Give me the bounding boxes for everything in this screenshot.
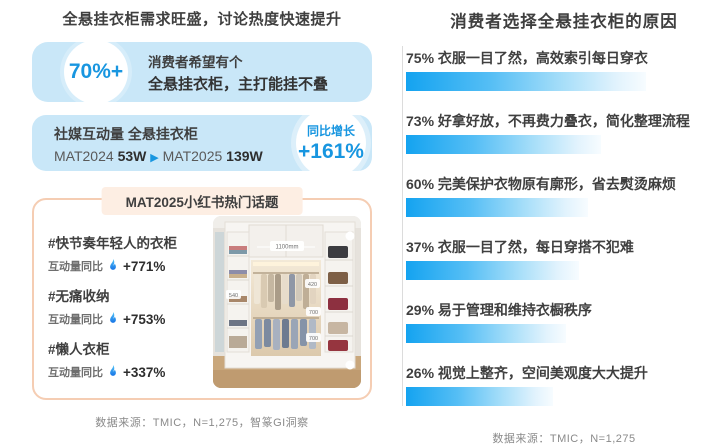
topic-metric: 互动量同比 +771%	[48, 258, 213, 274]
stat-value: 70%+	[68, 60, 124, 83]
stat-highlight-card: 70%+ 消费者希望有个 全悬挂衣柜，主打能挂不叠	[32, 40, 372, 104]
left-panel: 全悬挂衣柜需求旺盛，讨论热度快速提升 70%+ 消费者希望有个 全悬挂衣柜，主打…	[30, 8, 374, 430]
mat2-value: 139W	[226, 148, 263, 164]
right-panel: 消费者选择全悬挂衣柜的原因 75% 衣服一目了然，高效索引每日穿衣 73% 好拿…	[402, 8, 726, 444]
reason-bar-fill	[406, 135, 602, 154]
topics-header: MAT2025小红书热门话题	[101, 187, 303, 215]
bar-label: 73% 好拿好放，不再费力叠衣，简化整理流程	[406, 113, 690, 129]
photo-annotation: 420	[308, 282, 317, 288]
chart-row: 73% 好拿好放，不再费力叠衣，简化整理流程	[406, 111, 726, 154]
photo-annotation: 700	[309, 310, 318, 316]
social-volume-card: 社媒互动量 全悬挂衣柜 MAT2024 53W ▶ MAT2025 139W 同…	[32, 108, 372, 178]
flame-icon	[107, 258, 119, 274]
topic-tag: #快节奏年轻人的衣柜	[48, 236, 178, 251]
photo-annotation: 1100mm	[276, 245, 299, 251]
chart-row: 60% 完美保护衣物原有廓形，省去熨烫麻烦	[406, 174, 726, 217]
mat2-label: MAT2025	[162, 148, 223, 164]
reason-bar-fill	[406, 198, 589, 217]
topic-metric-label: 互动量同比	[48, 261, 103, 273]
yoy-growth-badge: 同比增长 +161%	[296, 108, 366, 178]
left-source: 数据来源：TMIC，N=1,275，智篆GI洞察	[95, 417, 309, 429]
flame-icon	[107, 311, 119, 327]
mat1-value: 53W	[117, 148, 147, 164]
reason-bar-fill	[406, 261, 579, 280]
reasons-bar-chart: 75% 衣服一目了然，高效索引每日穿衣 73% 好拿好放，不再费力叠衣，简化整理…	[402, 46, 726, 406]
bar-label: 37% 衣服一目了然，每日穿搭不犯难	[406, 239, 634, 255]
topic-item: #无痛收纳 互动量同比 +753%	[48, 285, 213, 327]
social-volume-label: 社媒互动量	[54, 126, 124, 142]
chart-row: 75% 衣服一目了然，高效索引每日穿衣	[406, 48, 726, 91]
chart-row: 26% 视觉上整齐，空间美观度大大提升	[406, 363, 726, 406]
topic-metric-label: 互动量同比	[48, 314, 103, 326]
topic-item: #快节奏年轻人的衣柜 互动量同比 +771%	[48, 232, 213, 274]
topic-metric: 互动量同比 +753%	[48, 311, 213, 327]
topic-tag: #无痛收纳	[48, 289, 110, 304]
bar-label: 29% 易于管理和维持衣橱秩序	[406, 302, 592, 318]
topic-tag: #懒人衣柜	[48, 342, 110, 357]
topics-list: #快节奏年轻人的衣柜 互动量同比 +771% #无痛收纳 互动量同比	[48, 216, 213, 390]
flame-icon	[107, 364, 119, 380]
yoy-growth-value: +161%	[298, 140, 364, 163]
right-title: 消费者选择全悬挂衣柜的原因	[450, 13, 678, 31]
bar-label: 75% 衣服一目了然，高效索引每日穿衣	[406, 50, 648, 66]
left-title: 全悬挂衣柜需求旺盛，讨论热度快速提升	[62, 11, 342, 28]
topic-metric-value: +337%	[123, 364, 166, 380]
xiaohongshu-topics-card: MAT2025小红书热门话题 #快节奏年轻人的衣柜 互动量同比 +771% #无…	[32, 187, 372, 400]
topic-metric-label: 互动量同比	[48, 367, 103, 379]
stat-line2: 全悬挂衣柜，主打能挂不叠	[148, 75, 329, 93]
bar-label: 26% 视觉上整齐，空间美观度大大提升	[406, 365, 648, 381]
topic-metric: 互动量同比 +337%	[48, 364, 213, 380]
topic-metric-value: +771%	[123, 258, 166, 274]
stat-line1: 消费者希望有个	[148, 54, 243, 70]
yoy-growth-label: 同比增长	[306, 124, 355, 138]
right-source: 数据来源：TMIC，N=1,275	[492, 433, 636, 444]
closet-photo: 1100mm 540 420 700 700	[213, 216, 361, 388]
bar-label: 60% 完美保护衣物原有廓形，省去熨烫麻烦	[406, 176, 676, 192]
photo-annotation: 700	[309, 336, 318, 342]
topic-item: #懒人衣柜 互动量同比 +337%	[48, 338, 213, 380]
photo-annotation: 540	[229, 293, 238, 299]
mat1-label: MAT2024	[54, 148, 114, 164]
topic-metric-value: +753%	[123, 311, 166, 327]
social-volume-heading: 社媒互动量 全悬挂衣柜	[54, 124, 372, 144]
stat-value-badge: 70%+	[64, 40, 128, 104]
reason-bar-fill	[406, 387, 554, 406]
chart-row: 37% 衣服一目了然，每日穿搭不犯难	[406, 237, 726, 280]
arrow-right-icon: ▶	[150, 152, 159, 164]
reason-bar-fill	[406, 324, 566, 343]
stat-text: 消费者希望有个 全悬挂衣柜，主打能挂不叠	[148, 51, 372, 94]
reason-bar-fill	[406, 72, 646, 91]
social-volume-values: MAT2024 53W ▶ MAT2025 139W	[54, 148, 372, 164]
chart-row: 29% 易于管理和维持衣橱秩序	[406, 300, 726, 343]
social-volume-topic: 全悬挂衣柜	[127, 126, 198, 142]
